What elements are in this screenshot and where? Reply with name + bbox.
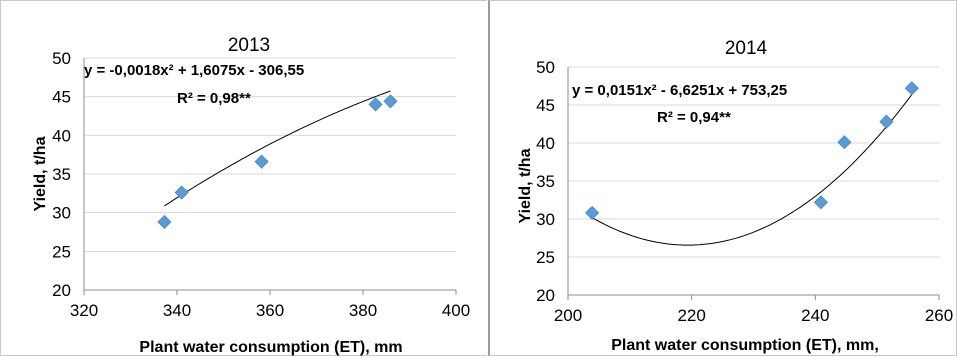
data-point-marker: [813, 195, 828, 210]
chart-2013: 20 25 30 35 40 45 50 320 340 360 380 400 2013 y = -…: [32, 35, 470, 356]
trendline: [591, 94, 913, 246]
x-tick-label: 320: [70, 301, 98, 320]
chart-title: 2014: [725, 38, 768, 59]
equation-label: y = 0,0151x² - 6,6251x + 753,25: [572, 82, 787, 99]
r-squared-label: R² = 0,94**: [657, 109, 731, 126]
y-tick-label: 40: [52, 126, 71, 145]
x-axis-label: Plant water consumption (ET), mm: [139, 339, 402, 356]
x-tick-label: 360: [256, 301, 284, 320]
y-tick-label: 30: [536, 210, 555, 229]
y-tick-label: 35: [536, 172, 555, 191]
x-tick-label: 380: [349, 301, 377, 320]
y-tick-label: 25: [52, 242, 71, 261]
x-tick-label: 340: [163, 301, 191, 320]
data-point-marker: [254, 154, 269, 169]
data-point-marker: [837, 135, 852, 150]
data-point-marker: [174, 185, 189, 200]
y-tick-label: 25: [536, 248, 555, 267]
equation-label: y = -0,0018x² + 1,6075x - 306,55: [84, 62, 304, 79]
y-tick-label: 30: [52, 204, 71, 223]
x-tick-label: 260: [925, 306, 953, 325]
trendline: [164, 90, 391, 207]
x-tick-label: 400: [442, 301, 470, 320]
data-point-marker: [157, 214, 172, 230]
x-tick-label: 200: [554, 306, 582, 325]
chart-title: 2013: [228, 35, 270, 56]
data-point-marker: [879, 114, 894, 129]
y-tick-label: 50: [536, 58, 555, 77]
y-tick-label: 20: [52, 281, 71, 300]
chart-panel-2013: 20 25 30 35 40 45 50 320 340 360 380 400 2013 y = -…: [0, 0, 487, 356]
y-tick-label: 45: [52, 88, 71, 107]
chart-2014: 20 25 30 35 40 45 50 200 220 240 260 2014 y = 0,01…: [517, 38, 953, 354]
y-tick-label: 50: [52, 49, 71, 68]
y-tick-label: 20: [536, 286, 555, 305]
y-tick-label: 45: [536, 96, 555, 115]
x-tick-label: 220: [677, 306, 705, 325]
y-tick-label: 35: [52, 165, 71, 184]
x-tick-label: 240: [801, 306, 829, 325]
data-point-marker: [383, 94, 398, 109]
r-squared-label: R² = 0,98**: [177, 90, 251, 107]
y-axis-label: Yield, t/ha: [32, 136, 49, 211]
data-point-marker: [585, 205, 600, 220]
x-axis-label: Plant water consumption (ET), mm,: [611, 337, 879, 354]
data-point-marker: [368, 97, 383, 112]
data-point-marker: [904, 81, 919, 96]
y-axis-label: Yield, t/ha: [517, 148, 534, 223]
y-tick-label: 40: [536, 134, 555, 153]
chart-panel-2014: 20 25 30 35 40 45 50 200 220 240 260 2014 y = 0,01…: [488, 0, 957, 356]
